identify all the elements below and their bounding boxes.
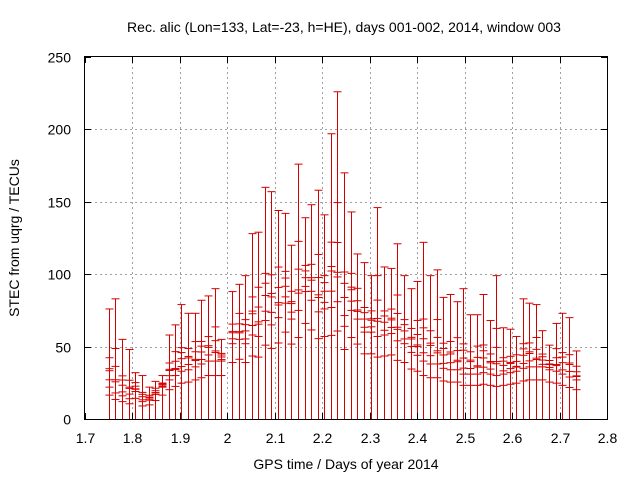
data-point	[274, 209, 283, 419]
data-point	[353, 253, 362, 419]
data-point	[287, 244, 296, 419]
grid-lines	[85, 57, 607, 419]
data-point	[466, 314, 475, 419]
data-point	[248, 233, 257, 419]
data-point	[538, 330, 547, 419]
data-point	[171, 324, 180, 419]
data-point	[473, 314, 482, 419]
data-point	[197, 299, 206, 419]
data-point	[111, 298, 120, 419]
data-point	[419, 241, 428, 419]
data-point	[400, 275, 409, 419]
data-point	[433, 269, 442, 419]
y-tick-label: 0	[63, 412, 71, 428]
data-point	[145, 386, 154, 419]
chart-title: Rec. alic (Lon=133, Lat=-23, h=HE), days…	[127, 19, 561, 35]
data-point	[387, 267, 396, 419]
data-point	[439, 296, 448, 419]
data-point	[347, 211, 356, 419]
data-point	[138, 375, 147, 419]
y-tick-label: 250	[48, 50, 72, 66]
data-point	[373, 207, 382, 419]
data-point	[499, 327, 508, 419]
data-point	[552, 322, 561, 419]
data-point	[393, 243, 402, 419]
data-point	[565, 317, 574, 419]
data-point	[281, 212, 290, 419]
data-point	[572, 350, 581, 419]
y-tick-label: 200	[48, 122, 72, 138]
data-point	[492, 275, 501, 419]
y-tick-label: 50	[55, 340, 71, 356]
data-point	[459, 288, 468, 419]
axes: 1.7 1.8 1.9 2 2.1 2.2 2.3 2.4 2.5 2.6 2.7 2.8 0 50 100…	[48, 50, 618, 447]
data-point	[327, 133, 336, 419]
data-point	[413, 280, 422, 419]
data-point	[267, 191, 276, 419]
data-point	[118, 338, 127, 419]
data-point	[407, 288, 416, 419]
data-point	[177, 304, 186, 419]
x-tick-label: 1.9	[171, 430, 191, 446]
data-point	[367, 275, 376, 419]
data-point	[506, 328, 515, 419]
data-point	[380, 266, 389, 419]
x-tick-label: 2.2	[313, 430, 333, 446]
y-tick-label: 150	[48, 195, 72, 211]
data-point	[165, 334, 174, 419]
data-point	[479, 293, 488, 419]
x-tick-label: 2.7	[551, 430, 571, 446]
x-tick-label: 2.8	[598, 430, 618, 446]
data-point	[320, 214, 329, 419]
data-point	[340, 172, 349, 419]
y-axis-label: STEC from uqrg / TECUs	[6, 159, 22, 317]
data-point	[131, 372, 140, 419]
data-point	[314, 189, 323, 419]
data-point	[307, 204, 316, 419]
data-point	[453, 301, 462, 419]
data-point	[532, 304, 541, 419]
x-tick-label: 2.6	[503, 430, 523, 446]
data-point	[105, 308, 114, 419]
data-point	[360, 262, 369, 419]
data-point	[261, 186, 270, 419]
data-point	[254, 231, 263, 419]
x-tick-label: 2.5	[456, 430, 476, 446]
data-point	[519, 298, 528, 419]
plot-frame	[84, 56, 608, 420]
data-point	[558, 312, 567, 419]
data-point	[184, 312, 193, 419]
x-axis-label: GPS time / Days of year 2014	[253, 456, 438, 472]
data-point	[333, 91, 342, 419]
data-point	[191, 312, 200, 419]
x-tick-label: 2	[224, 430, 232, 446]
data-point	[235, 283, 244, 419]
x-tick-label: 1.8	[123, 430, 143, 446]
x-tick-label: 2.1	[266, 430, 286, 446]
data-point	[151, 380, 160, 419]
data-point	[241, 275, 250, 419]
data-point	[545, 344, 554, 419]
data-point	[301, 217, 310, 419]
data-point	[446, 293, 455, 419]
data-point	[512, 335, 521, 419]
data-point	[217, 338, 226, 419]
data-point	[426, 275, 435, 419]
data-point	[158, 375, 167, 419]
x-tick-label: 2.3	[361, 430, 381, 446]
stec-series	[105, 91, 581, 419]
data-point	[525, 302, 534, 419]
x-tick-label: 2.4	[408, 430, 428, 446]
data-point	[294, 163, 303, 419]
x-tick-label: 1.7	[76, 430, 96, 446]
y-tick-label: 100	[48, 267, 72, 283]
data-point	[211, 288, 220, 419]
data-point	[486, 320, 495, 419]
data-point	[228, 291, 237, 419]
data-point	[204, 295, 213, 419]
